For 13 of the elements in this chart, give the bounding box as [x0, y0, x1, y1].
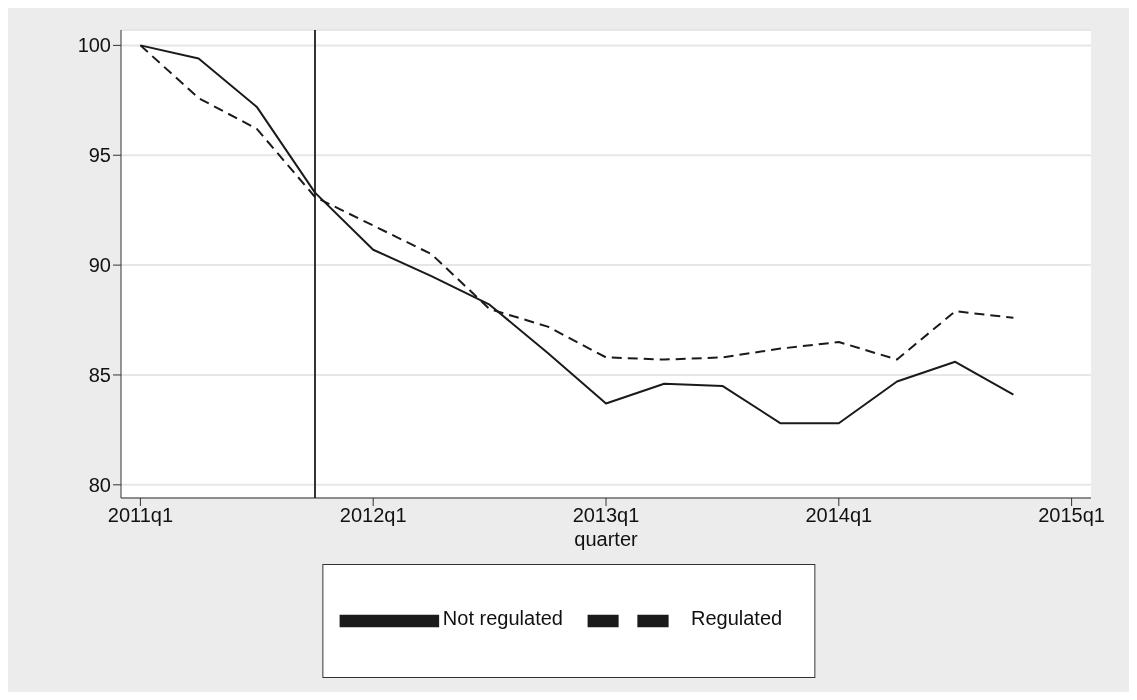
- legend-label: Not regulated: [442, 607, 563, 630]
- x-tick-label: 2014q1: [805, 504, 873, 527]
- x-tick-label: 2013q1: [572, 504, 640, 527]
- y-tick-label: 90: [88, 254, 111, 277]
- x-tick-label: 2012q1: [339, 504, 407, 527]
- y-tick-label: 95: [88, 144, 111, 167]
- x-tick-label: 2015q1: [1038, 504, 1105, 527]
- x-axis-title: quarter: [574, 528, 639, 551]
- legend-label: Regulated: [690, 607, 783, 630]
- x-tick-label: 2011q1: [107, 504, 174, 527]
- y-tick-label: 85: [88, 364, 111, 387]
- y-tick-label: 80: [88, 473, 111, 496]
- y-tick-label: 100: [77, 34, 111, 57]
